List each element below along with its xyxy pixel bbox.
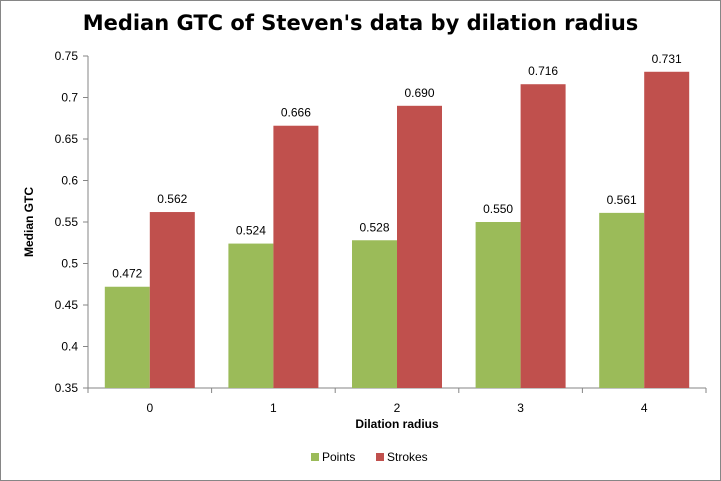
- legend-swatch-strokes: [376, 453, 384, 461]
- y-tick-label: 0.75: [55, 49, 79, 63]
- data-label: 0.716: [528, 64, 558, 78]
- data-label: 0.562: [157, 192, 187, 206]
- y-tick-label: 0.55: [55, 215, 79, 229]
- legend-label-strokes: Strokes: [387, 450, 428, 464]
- y-axis-title: Median GTC: [22, 187, 36, 257]
- data-label: 0.731: [652, 52, 682, 66]
- chart-title: Median GTC of Steven's data by dilation …: [82, 11, 639, 35]
- bar-points-2: [352, 240, 397, 388]
- x-tick-label: 2: [394, 401, 401, 415]
- legend-label-points: Points: [322, 450, 355, 464]
- y-tick-label: 0.4: [61, 340, 78, 354]
- y-tick-label: 0.7: [61, 91, 78, 105]
- data-label: 0.550: [483, 202, 513, 216]
- x-tick-label: 0: [146, 401, 153, 415]
- bar-strokes-1: [273, 125, 319, 388]
- x-tick-label: 1: [270, 401, 277, 415]
- bar-strokes-3: [520, 84, 566, 388]
- y-tick-label: 0.35: [55, 381, 79, 395]
- data-label: 0.524: [236, 224, 266, 238]
- bar-points-1: [228, 243, 274, 388]
- data-label: 0.666: [281, 106, 311, 120]
- bar-strokes-2: [397, 105, 442, 389]
- bar-points-0: [104, 286, 150, 388]
- data-label: 0.561: [607, 193, 637, 207]
- x-axis-title: Dilation radius: [355, 417, 439, 431]
- y-tick-label: 0.65: [55, 132, 79, 146]
- data-label: 0.690: [404, 86, 434, 100]
- x-tick-label: 4: [641, 401, 648, 415]
- y-tick-label: 0.45: [55, 298, 79, 312]
- bar-strokes-4: [644, 71, 690, 389]
- y-tick-label: 0.5: [61, 257, 78, 271]
- legend-swatch-points: [311, 453, 319, 461]
- data-label: 0.528: [359, 220, 389, 234]
- x-tick-label: 3: [517, 401, 524, 415]
- bar-strokes-0: [149, 212, 195, 388]
- data-label: 0.472: [112, 267, 142, 281]
- y-tick-label: 0.6: [61, 174, 78, 188]
- bar-points-3: [475, 222, 521, 388]
- bar-points-4: [599, 212, 645, 388]
